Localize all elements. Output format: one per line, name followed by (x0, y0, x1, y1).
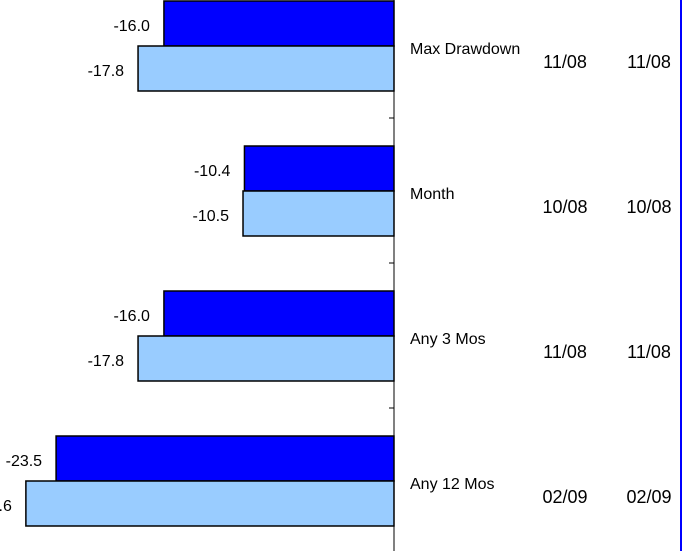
bar-dark (243, 145, 395, 192)
bar-value-label: -16.0 (113, 18, 150, 35)
date-label: 11/08 (543, 342, 587, 362)
bars (25, 0, 395, 527)
date-label: 10/08 (542, 197, 587, 217)
bar-value-label: -25.6 (0, 498, 12, 515)
category-label: Any 3 Mos (410, 331, 486, 348)
bar-value-label: -23.5 (6, 453, 43, 470)
date-labels: 11/08 11/08 10/08 10/08 11/08 11/08 02/09 02/09 (542, 52, 671, 507)
bar-light (242, 190, 395, 237)
bar-dark (163, 0, 395, 47)
bar-value-label: -17.8 (88, 63, 125, 80)
date-label: 02/09 (542, 487, 587, 507)
bar-light (137, 335, 395, 382)
bar-light (25, 480, 395, 527)
bar-value-label: -10.5 (193, 208, 230, 225)
bar-dark (55, 435, 395, 482)
date-label: 11/08 (543, 52, 587, 72)
bar-value-label: -10.4 (194, 163, 231, 180)
category-labels: Max Drawdown Month Any 3 Mos Any 12 Mos (410, 41, 520, 493)
category-label: Month (410, 186, 454, 203)
bar-value-label: -16.0 (113, 308, 150, 325)
axis-ticks (389, 117, 394, 409)
bar-light (137, 45, 395, 92)
category-label: Max Drawdown (410, 41, 520, 58)
bar-value-label: -17.8 (88, 353, 125, 370)
category-label: Any 12 Mos (410, 476, 494, 493)
date-label: 02/09 (626, 487, 671, 507)
value-labels: -16.0 -17.8 -10.4 -10.5 -16.0 -17.8 -23.5 -25.6 (0, 18, 231, 515)
bar-dark (163, 290, 395, 337)
date-label: 11/08 (627, 52, 671, 72)
date-label: 11/08 (627, 342, 671, 362)
date-label: 10/08 (626, 197, 671, 217)
